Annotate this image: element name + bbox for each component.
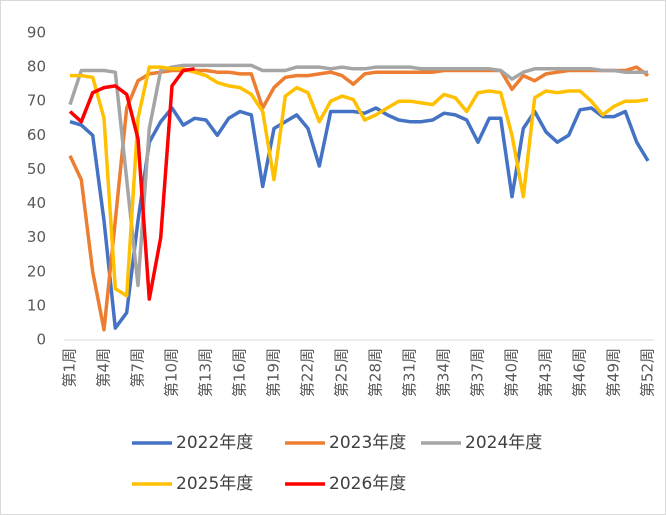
- x-tick-label: 第34周: [435, 348, 453, 397]
- y-tick-label: 30: [27, 228, 46, 246]
- x-tick-label: 第1周: [61, 348, 79, 388]
- x-tick-label: 第46周: [571, 348, 589, 397]
- x-tick-label: 第7周: [129, 348, 147, 388]
- y-tick-label: 90: [27, 24, 46, 42]
- x-tick-label: 第13周: [197, 348, 215, 397]
- x-tick-label: 第49周: [605, 348, 623, 397]
- x-tick-label: 第28周: [367, 348, 385, 397]
- y-tick-label: 20: [27, 262, 46, 280]
- x-tick-label: 第25周: [333, 348, 351, 397]
- x-tick-label: 第37周: [469, 348, 487, 397]
- y-tick-label: 10: [27, 296, 46, 314]
- legend-label: 2023年度: [329, 433, 406, 453]
- legend-label: 2025年度: [176, 474, 253, 494]
- series-line: [70, 65, 649, 298]
- series-line: [68, 65, 650, 332]
- y-tick-label: 70: [27, 92, 46, 110]
- x-tick-label: 第22周: [299, 348, 317, 397]
- legend-label: 2024年度: [465, 433, 542, 453]
- y-tick-label: 50: [27, 160, 46, 178]
- y-tick-label: 0: [36, 331, 46, 349]
- x-tick-label: 第43周: [537, 348, 555, 397]
- x-tick-label: 第4周: [95, 348, 113, 388]
- legend-label: 2026年度: [329, 474, 406, 494]
- x-tick-label: 第19周: [265, 348, 283, 397]
- x-tick-label: 第31周: [401, 348, 419, 397]
- legend-label: 2022年度: [176, 433, 253, 453]
- x-tick-label: 第52周: [639, 348, 657, 397]
- x-tick-label: 第16周: [231, 348, 249, 397]
- x-tick-label: 第10周: [163, 348, 181, 397]
- y-tick-label: 80: [27, 58, 46, 76]
- series-line: [68, 67, 195, 301]
- x-tick-label: 第40周: [503, 348, 521, 397]
- y-tick-label: 40: [27, 194, 46, 212]
- y-tick-label: 60: [27, 126, 46, 144]
